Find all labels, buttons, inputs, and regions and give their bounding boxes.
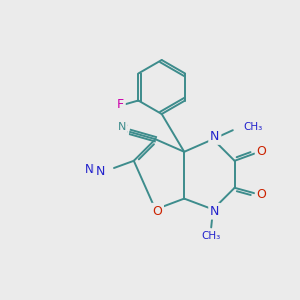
Text: CH₃: CH₃: [244, 122, 263, 132]
Text: C: C: [119, 123, 127, 136]
Text: N: N: [96, 165, 105, 178]
Text: N: N: [118, 122, 126, 132]
Text: NH₂: NH₂: [85, 163, 107, 176]
Text: CH₃: CH₃: [202, 231, 221, 242]
Text: N: N: [210, 130, 220, 143]
Text: O: O: [257, 188, 266, 202]
Text: N: N: [210, 205, 220, 218]
Text: O: O: [152, 205, 162, 218]
Text: F: F: [117, 98, 124, 112]
Text: O: O: [257, 145, 266, 158]
